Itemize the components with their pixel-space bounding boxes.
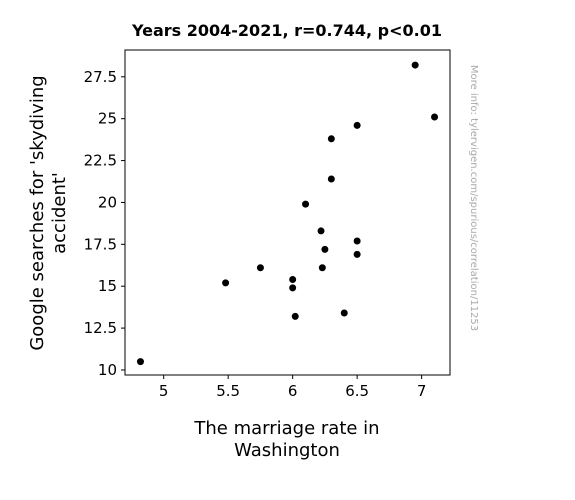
- watermark-text: More info: tylervigen.com/spurious/corre…: [468, 65, 479, 331]
- data-point: [327, 135, 335, 143]
- data-point: [256, 264, 264, 272]
- data-point: [411, 61, 419, 69]
- data-point: [318, 264, 326, 272]
- plot-frame: [124, 49, 451, 376]
- y-tick-label: 25: [98, 110, 117, 128]
- x-tick-label: 6: [288, 382, 298, 400]
- y-tick-label: 27.5: [84, 68, 117, 86]
- data-point: [431, 113, 439, 121]
- y-tick-label: 10: [98, 361, 117, 379]
- data-point: [222, 279, 230, 287]
- data-point: [321, 245, 329, 253]
- data-point: [317, 227, 325, 235]
- data-point: [136, 358, 144, 366]
- y-tick-label: 12.5: [84, 319, 117, 337]
- data-point: [291, 312, 299, 320]
- data-points: [136, 61, 439, 366]
- data-point: [340, 309, 348, 317]
- y-tick-label: 22.5: [84, 152, 117, 170]
- y-axis-label-line-1: Google searches for 'skydiving: [27, 75, 48, 350]
- y-tick-label: 15: [98, 277, 117, 295]
- y-tick-label: 20: [98, 193, 117, 211]
- y-axis: 10 12.5 15 17.5 20 22.5 25 27.5: [84, 68, 125, 379]
- x-tick-label: 6.5: [345, 382, 369, 400]
- chart-title: Years 2004-2021, r=0.744, p<0.01: [131, 21, 442, 40]
- data-point: [302, 200, 310, 208]
- x-axis-label-line-2: Washington: [234, 440, 340, 461]
- watermark: More info: tylervigen.com/spurious/corre…: [468, 65, 479, 331]
- x-axis: 5 5.5 6 6.5 7: [159, 375, 426, 400]
- y-axis-label-line-2: accident': [49, 172, 70, 254]
- plot-area: [124, 49, 451, 376]
- data-point: [289, 284, 297, 292]
- x-tick-label: 7: [417, 382, 427, 400]
- data-point: [353, 121, 361, 129]
- data-point: [353, 237, 361, 245]
- x-axis-label-line-1: The marriage rate in: [193, 418, 379, 439]
- data-point: [289, 276, 297, 284]
- y-axis-label: Google searches for 'skydiving accident': [27, 75, 70, 350]
- data-point: [353, 250, 361, 258]
- x-tick-label: 5: [159, 382, 169, 400]
- data-point: [327, 175, 335, 183]
- x-tick-label: 5.5: [216, 382, 240, 400]
- y-tick-label: 17.5: [84, 235, 117, 253]
